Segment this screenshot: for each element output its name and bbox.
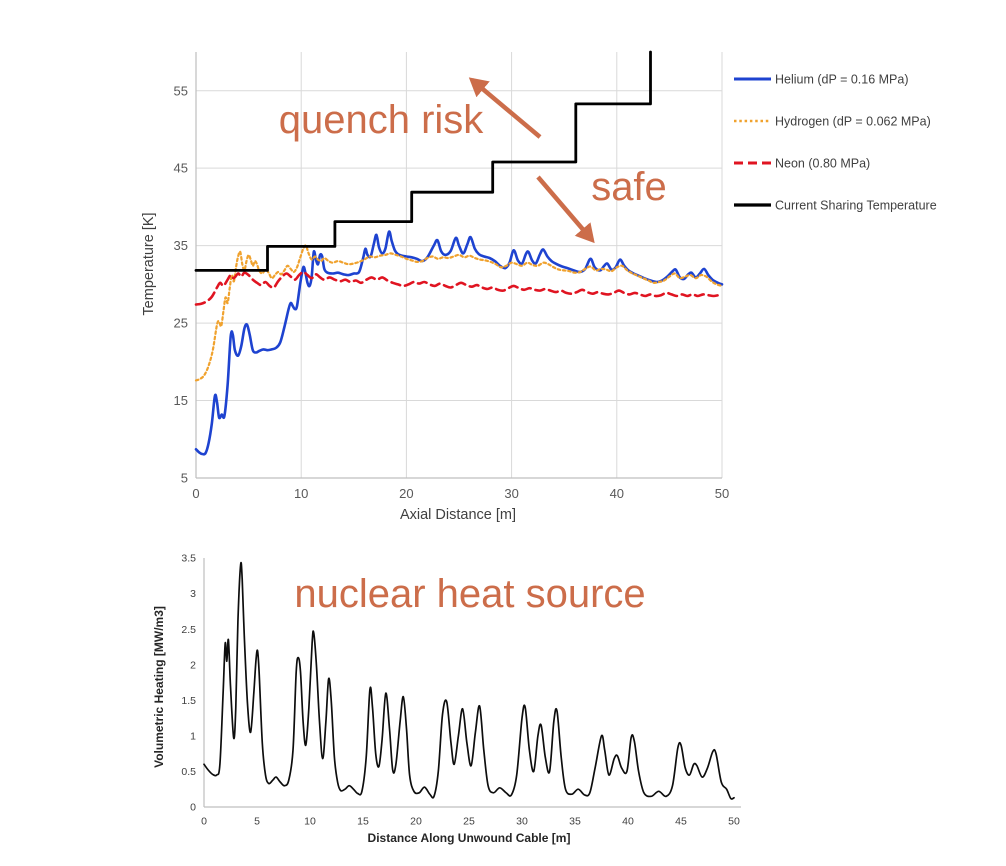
y-tick-label: 45	[174, 161, 188, 176]
safe-arrow	[536, 175, 595, 244]
x-tick-label: 15	[357, 816, 369, 828]
series-volumetric	[203, 561, 735, 800]
annotation-nuclear-heat-source: nuclear heat source	[294, 572, 645, 616]
series-helium	[194, 230, 724, 456]
bottom-x-axis-title: Distance Along Unwound Cable [m]	[368, 831, 571, 845]
bottom-tick-labels: 0 0.5 1 1.5 2 2.5 3 3.5 0 5 10 15 20 25 30 35 40 45 50	[181, 553, 740, 828]
y-tick-label: 0.5	[181, 766, 196, 778]
x-tick-label: 30	[504, 486, 518, 501]
series-neon	[194, 270, 724, 306]
bottom-series-line	[203, 561, 735, 800]
x-tick-label: 10	[304, 816, 316, 828]
legend-label: Hydrogen (dP = 0.062 MPa)	[775, 115, 931, 129]
annotation-quench-risk: quench risk	[279, 98, 485, 142]
legend-label: Current Sharing Temperature	[775, 199, 937, 213]
x-tick-label: 40	[622, 816, 634, 828]
x-tick-label: 20	[410, 816, 422, 828]
annotations-bottom: nuclear heat source	[294, 572, 645, 616]
x-tick-label: 0	[201, 816, 207, 828]
x-tick-label: 0	[192, 486, 199, 501]
y-tick-label: 3	[190, 588, 196, 600]
x-tick-label: 40	[610, 486, 624, 501]
x-tick-label: 50	[728, 816, 740, 828]
y-tick-label: 2	[190, 659, 196, 671]
x-tick-label: 10	[294, 486, 308, 501]
volumetric-heating-chart: 0 0.5 1 1.5 2 2.5 3 3.5 0 5 10 15 20 25 30 35 40 45 50 Vol…	[152, 553, 741, 845]
top-series-lines	[194, 50, 724, 456]
top-tick-labels: 5 15 25 35 45 55 0 10 20 30 40 50	[174, 83, 730, 501]
y-tick-label: 35	[174, 238, 188, 253]
y-tick-label: 55	[174, 83, 188, 98]
y-tick-label: 5	[181, 471, 188, 486]
x-tick-label: 5	[254, 816, 260, 828]
y-tick-label: 25	[174, 316, 188, 331]
x-tick-label: 30	[516, 816, 528, 828]
y-tick-label: 0	[190, 802, 196, 814]
top-axis-lines	[195, 52, 722, 479]
x-tick-label: 20	[399, 486, 413, 501]
temperature-chart: 5 15 25 35 45 55 0 10 20 30 40 50 Temperature [K] A…	[141, 50, 937, 523]
y-tick-label: 1.5	[181, 695, 196, 707]
y-tick-label: 15	[174, 393, 188, 408]
y-tick-label: 3.5	[181, 553, 196, 565]
annotation-safe: safe	[591, 165, 667, 209]
x-tick-label: 35	[569, 816, 581, 828]
x-tick-label: 50	[715, 486, 729, 501]
y-tick-label: 2.5	[181, 624, 196, 636]
top-x-axis-title: Axial Distance [m]	[400, 507, 516, 523]
annotations-top: quench risk safe	[279, 77, 667, 244]
x-tick-label: 45	[675, 816, 687, 828]
bottom-y-axis-title: Volumetric Heating [MW/m3]	[152, 606, 166, 768]
x-tick-label: 25	[463, 816, 475, 828]
quench-risk-arrow	[468, 77, 542, 139]
series-current	[194, 50, 652, 272]
y-tick-label: 1	[190, 731, 196, 743]
top-y-axis-title: Temperature [K]	[141, 212, 157, 315]
legend-label: Neon (0.80 MPa)	[775, 157, 870, 171]
legend: Helium (dP = 0.16 MPa) Hydrogen (dP = 0.0…	[734, 73, 937, 213]
legend-label: Helium (dP = 0.16 MPa)	[775, 73, 909, 87]
series-hydrogen	[194, 244, 724, 382]
